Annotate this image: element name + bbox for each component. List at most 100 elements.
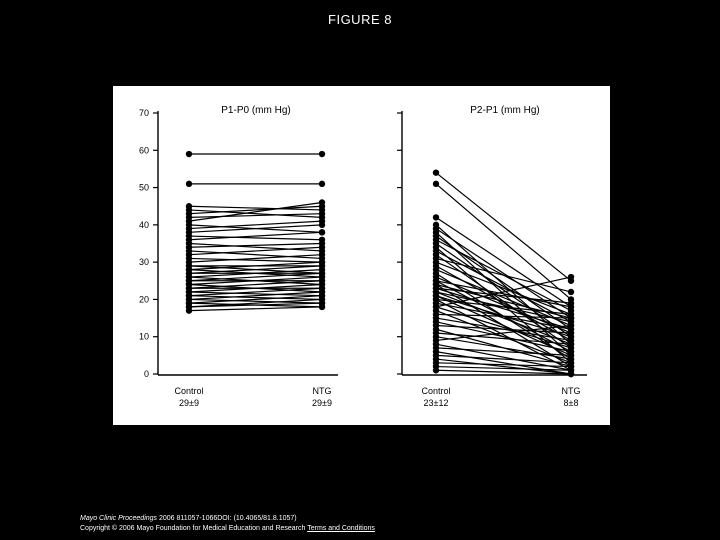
subject-line xyxy=(188,220,323,230)
paired-line-charts: 0 10 20 30 40 50 60 70 P1-P0 (mm Hg) Control 29±9 N… xyxy=(139,105,587,408)
ntg-point xyxy=(567,340,575,348)
subject-line xyxy=(435,306,572,349)
subject-line xyxy=(188,254,323,263)
y-tick-label: 50 xyxy=(139,183,149,193)
slide-title: FIGURE 8 xyxy=(328,12,392,27)
ntg-point xyxy=(318,229,326,236)
control-point xyxy=(185,150,193,158)
subject-line xyxy=(435,276,572,308)
citation-copyright: Copyright © 2006 Mayo Foundation for Med… xyxy=(80,525,308,532)
subject-line xyxy=(435,228,572,319)
subject-line xyxy=(188,235,323,241)
subject-line xyxy=(188,242,323,252)
subject-line xyxy=(435,243,572,338)
subject-line xyxy=(188,205,323,215)
terms-link[interactable]: Terms and Conditions xyxy=(307,525,375,532)
subject-line xyxy=(435,261,572,315)
subject-line xyxy=(188,213,323,218)
subject-line xyxy=(435,283,572,319)
subject-line xyxy=(188,283,323,293)
subject-line xyxy=(435,298,572,371)
y-tick-label: 40 xyxy=(139,220,149,230)
subject-line xyxy=(188,295,323,304)
subject-line xyxy=(188,231,323,241)
ntg-point xyxy=(567,370,575,378)
subject-line xyxy=(188,242,323,248)
subject-line xyxy=(188,298,323,304)
subject-line xyxy=(435,324,572,334)
panel-title: P2-P1 (mm Hg) xyxy=(470,105,539,116)
citation-details: 2006 811057-1066DOI: (10.4065/81.8.1057) xyxy=(157,515,297,522)
control-point xyxy=(185,307,193,314)
control-point xyxy=(432,169,440,176)
subject-line xyxy=(435,295,572,356)
ntg-point xyxy=(318,251,326,258)
subject-line xyxy=(435,269,572,327)
subject-line xyxy=(188,272,323,282)
subject-line xyxy=(435,336,572,360)
subject-line xyxy=(188,306,323,312)
ntg-point xyxy=(567,322,575,329)
subject-line xyxy=(435,365,572,371)
citation: Mayo Clinic Proceedings 2006 811057-1066… xyxy=(80,514,375,534)
category-stat: 29±9 xyxy=(179,398,199,408)
y-tick-label: 60 xyxy=(139,145,149,155)
subject-line xyxy=(188,201,323,222)
ntg-point xyxy=(318,210,326,217)
subject-line xyxy=(435,324,572,342)
control-point xyxy=(185,180,193,188)
y-tick-label: 20 xyxy=(139,294,149,304)
ntg-point xyxy=(318,244,326,251)
subject-line xyxy=(435,257,572,293)
subject-line xyxy=(188,265,323,274)
ntg-point xyxy=(567,299,575,307)
ntg-point xyxy=(318,180,326,188)
subject-line xyxy=(188,287,323,297)
subject-line xyxy=(435,351,572,375)
category-label: Control xyxy=(421,386,450,396)
ntg-point xyxy=(318,150,326,158)
subject-line xyxy=(435,250,572,323)
ntg-point xyxy=(567,288,575,296)
citation-journal: Mayo Clinic Proceedings xyxy=(80,515,158,522)
subject-line xyxy=(435,313,572,319)
subject-line xyxy=(188,291,323,301)
category-label: Control xyxy=(174,386,203,396)
subject-line xyxy=(435,216,572,308)
category-stat: 29±9 xyxy=(312,398,332,408)
subject-line xyxy=(188,209,323,218)
subject-line xyxy=(188,276,323,286)
ntg-point xyxy=(567,329,575,337)
subject-line xyxy=(435,354,572,364)
category-stat: 23±12 xyxy=(424,398,449,408)
subject-line xyxy=(435,280,572,308)
subject-line xyxy=(188,250,323,260)
ntg-point xyxy=(318,303,326,311)
ntg-point xyxy=(567,314,575,322)
ntg-point xyxy=(567,273,575,281)
y-tick-label: 0 xyxy=(144,369,149,379)
y-tick-label: 30 xyxy=(139,257,149,267)
subject-line xyxy=(435,358,572,375)
subject-line xyxy=(188,224,323,233)
subject-line xyxy=(435,369,572,375)
subject-line xyxy=(435,291,572,345)
category-label: NTG xyxy=(562,386,581,396)
category-label: NTG xyxy=(313,386,332,396)
subject-line xyxy=(435,287,572,330)
subject-line xyxy=(435,276,572,334)
ntg-point xyxy=(567,352,575,359)
subject-line xyxy=(188,261,323,271)
subject-line xyxy=(188,269,323,278)
subject-line xyxy=(435,172,572,282)
ntg-point xyxy=(318,221,326,229)
figure-panel: 0 10 20 30 40 50 60 70 P1-P0 (mm Hg) Control 29±9 N… xyxy=(113,86,610,425)
control-point xyxy=(432,214,440,221)
subject-line xyxy=(188,291,323,297)
subject-line xyxy=(188,302,323,308)
subject-line xyxy=(435,287,572,304)
subject-line xyxy=(188,257,323,263)
subject-line xyxy=(435,362,572,368)
y-tick-label: 10 xyxy=(139,332,149,342)
subject-line xyxy=(435,347,572,356)
